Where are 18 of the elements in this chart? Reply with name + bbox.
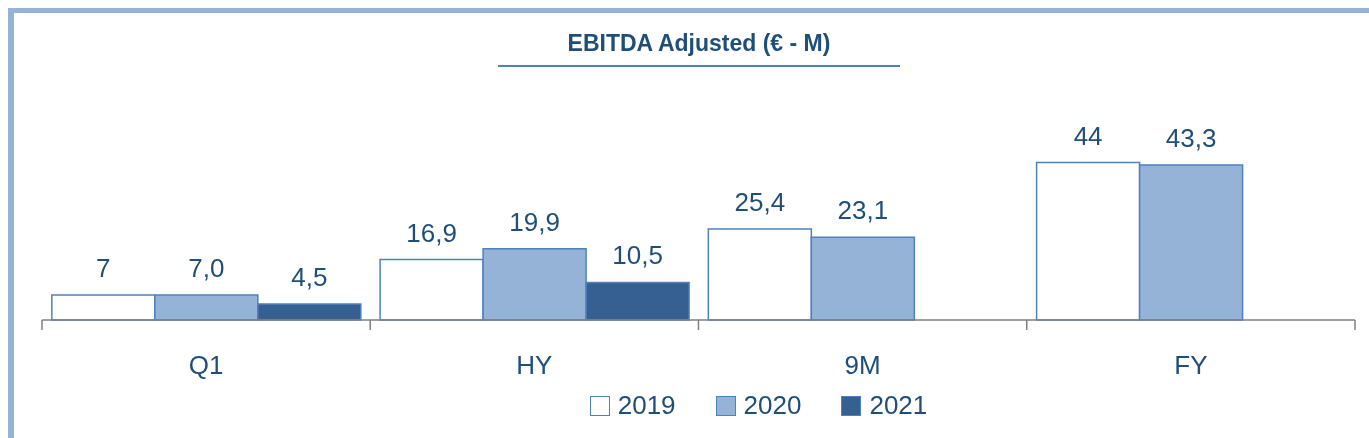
x-tick-label: HY [516, 350, 553, 380]
data-label: 23,1 [837, 195, 889, 226]
x-tick-label: Q1 [188, 350, 224, 380]
x-tick-label: 9M [844, 350, 881, 380]
x-tick-label: FY [1174, 350, 1208, 380]
data-label: 25,4 [734, 187, 786, 218]
legend-label: 2020 [743, 390, 802, 421]
data-label: 43,3 [1165, 123, 1217, 154]
chart-title: EBITDA Adjusted (€ - M) [497, 30, 901, 67]
data-label: 7 [96, 252, 111, 283]
data-label: 4,5 [291, 261, 328, 292]
data-label: 10,5 [612, 240, 663, 271]
data-label: 19,9 [509, 206, 560, 237]
data-label: 16,9 [406, 217, 457, 248]
legend-label: 2021 [869, 390, 928, 421]
data-label: 7,0 [188, 252, 225, 283]
data-label: 44 [1073, 120, 1103, 151]
legend-label: 2019 [617, 390, 676, 421]
